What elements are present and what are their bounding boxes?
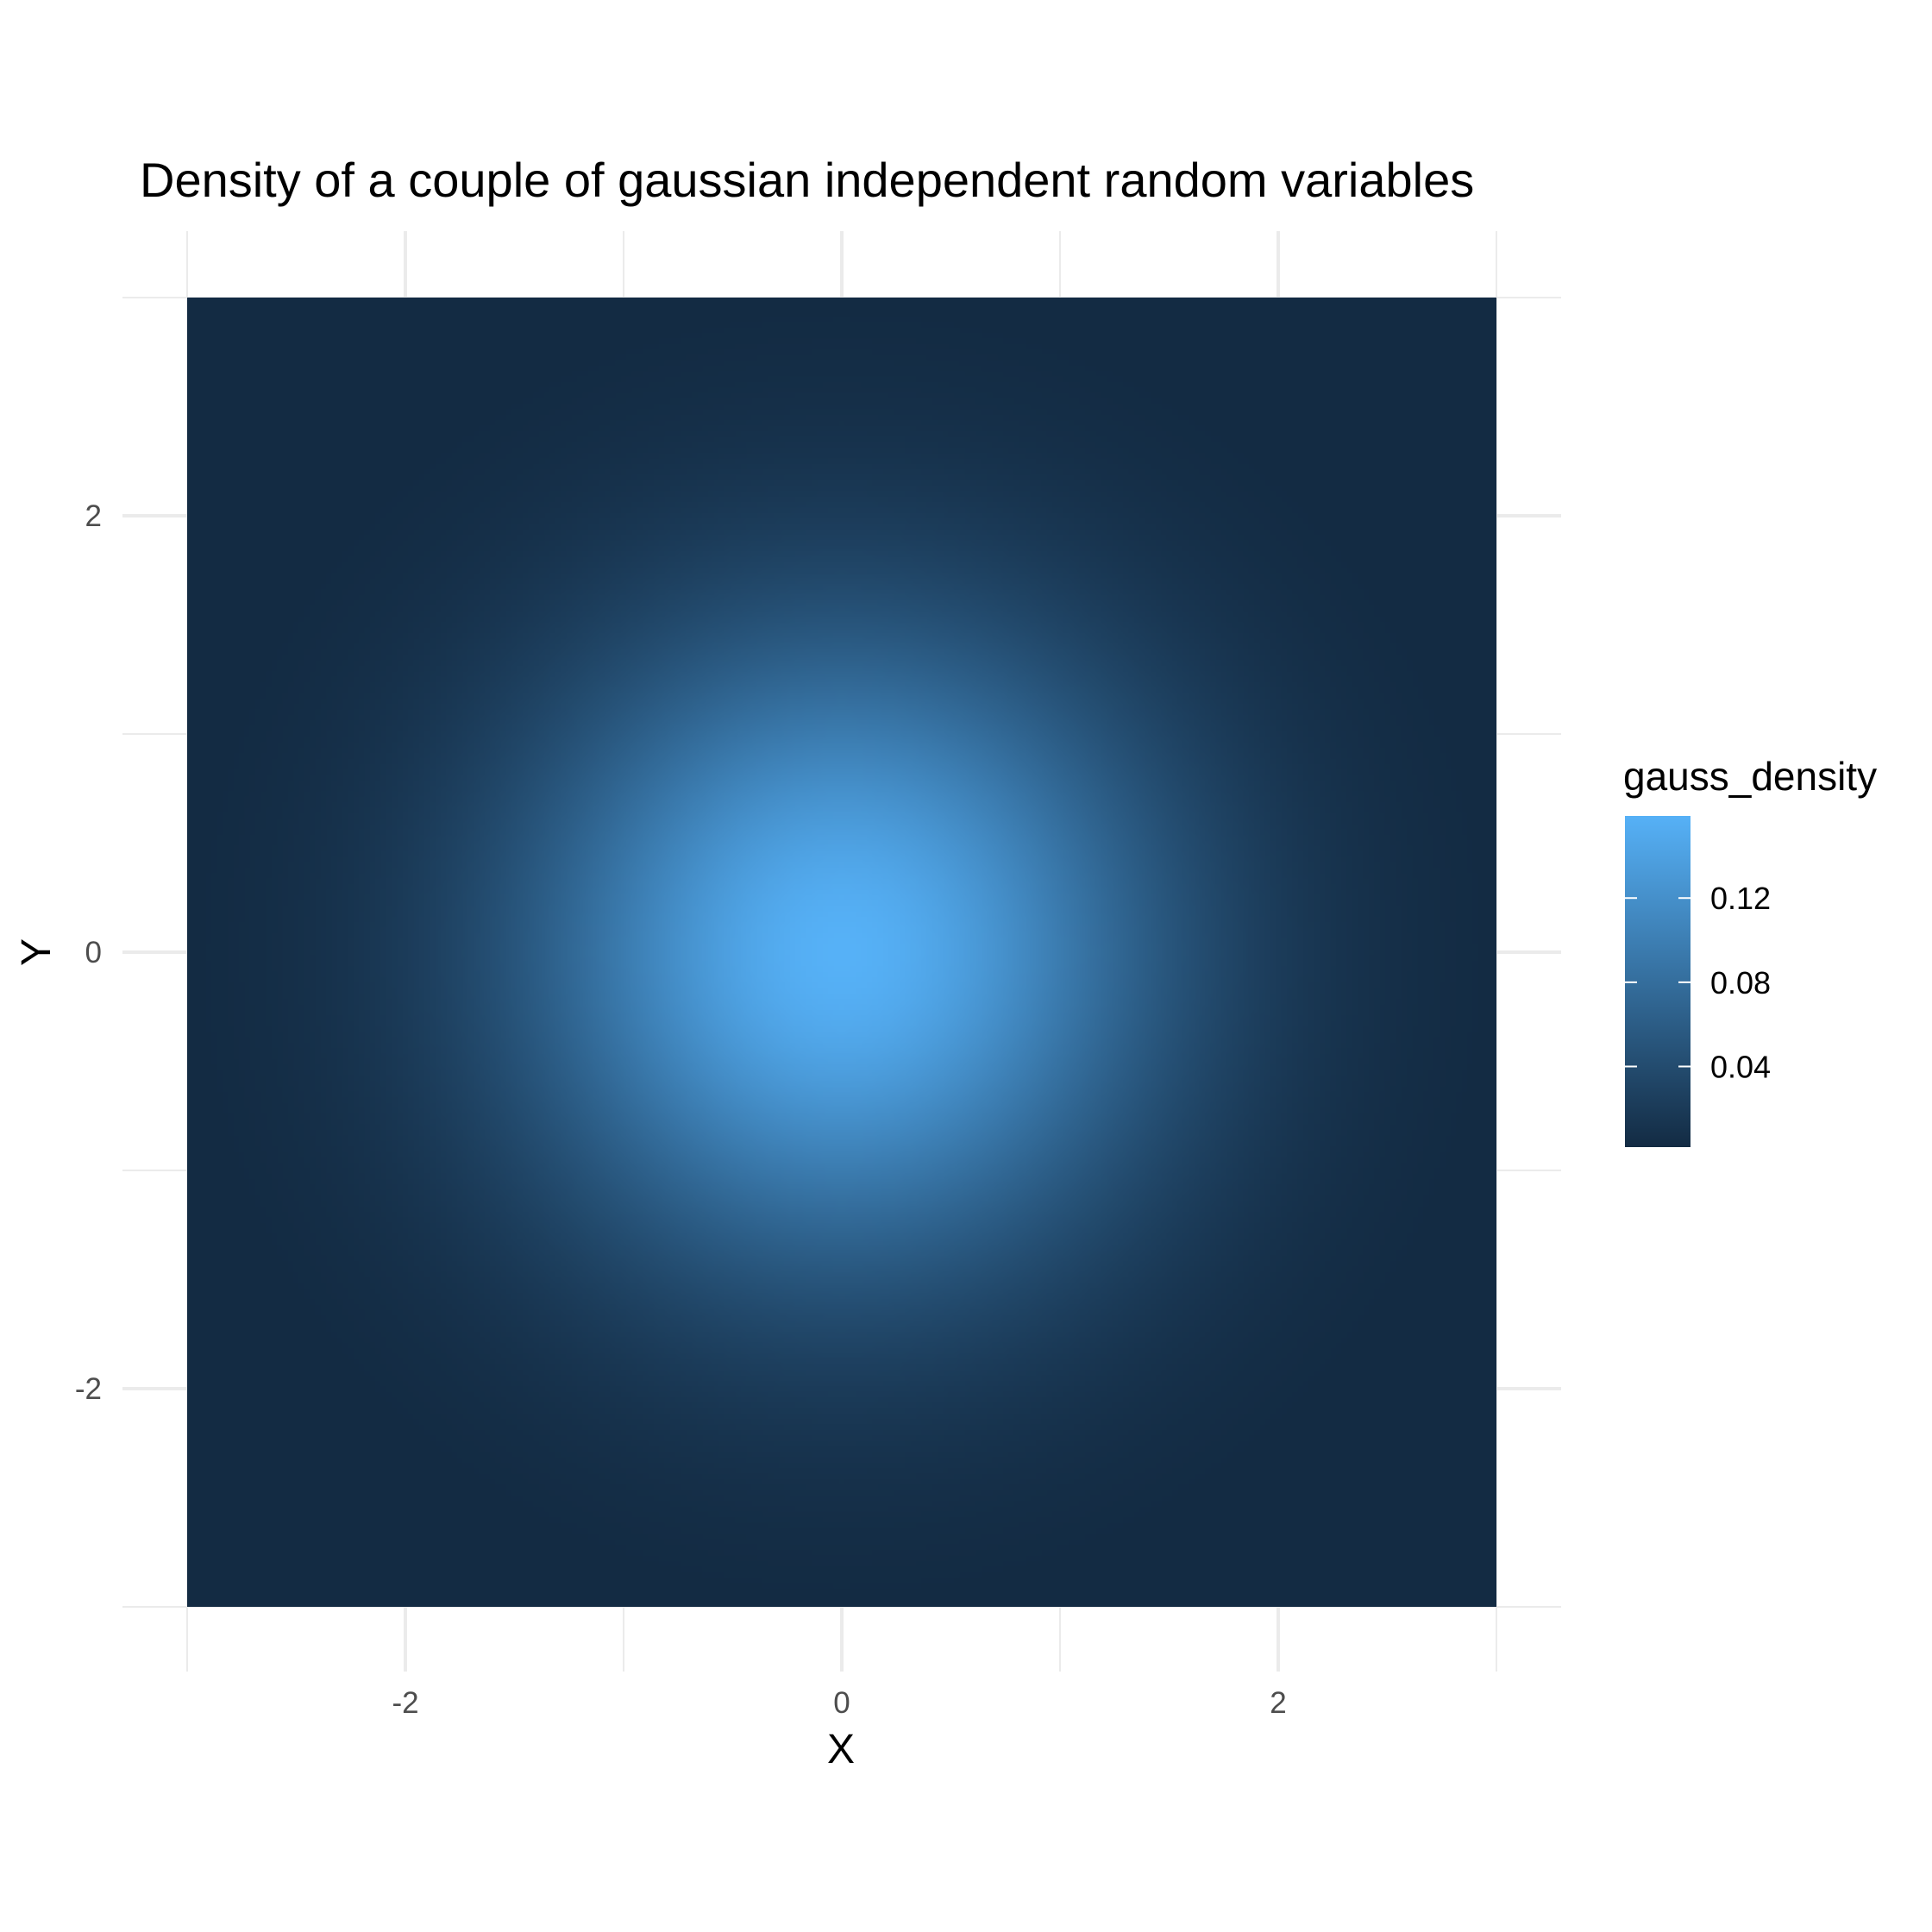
x-tick-label: 2 bbox=[1270, 1686, 1286, 1720]
x-tick-label: -2 bbox=[392, 1686, 418, 1720]
density-heatmap bbox=[187, 298, 1496, 1607]
y-tick-label: 2 bbox=[85, 499, 102, 533]
legend-tick-label: 0.12 bbox=[1710, 881, 1771, 916]
y-tick-label: 0 bbox=[85, 936, 102, 969]
x-axis-title: X bbox=[827, 1727, 855, 1772]
x-axis-ticks: -2 0 2 bbox=[392, 1686, 1286, 1720]
legend-ticks: 0.04 0.08 0.12 bbox=[1625, 881, 1771, 1085]
chart-title: Density of a couple of gaussian independ… bbox=[140, 153, 1474, 207]
legend-tick-label: 0.08 bbox=[1710, 965, 1771, 1000]
y-tick-label: -2 bbox=[75, 1372, 102, 1406]
legend-title: gauss_density bbox=[1623, 754, 1877, 799]
y-axis-ticks: -2 0 2 bbox=[75, 499, 102, 1406]
x-tick-label: 0 bbox=[833, 1686, 850, 1720]
y-axis-title: Y bbox=[14, 938, 60, 966]
legend-tick-label: 0.04 bbox=[1710, 1050, 1771, 1085]
legend: gauss_density 0.04 0.08 0.12 bbox=[1623, 754, 1877, 1147]
